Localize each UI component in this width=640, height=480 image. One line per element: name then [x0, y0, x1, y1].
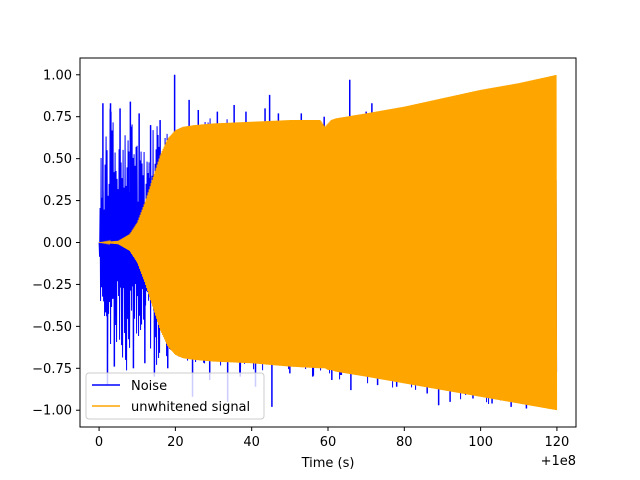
- y-tick-label: −0.25: [32, 278, 72, 293]
- y-tick-label: 0.25: [43, 194, 72, 209]
- y-tick-label: 1.00: [43, 68, 72, 83]
- y-tick-label: 0.75: [43, 110, 72, 125]
- y-tick-label: −1.00: [32, 404, 72, 419]
- series-line-unwhitened-signal: [99, 74, 558, 411]
- y-tick-label: 0.50: [43, 152, 72, 167]
- x-axis-title: Time (s): [301, 456, 355, 471]
- x-tick-label: 60: [320, 435, 337, 450]
- x-tick-label: 40: [243, 435, 260, 450]
- legend-frame: [85, 372, 265, 420]
- legend-label-noise: Noise: [131, 379, 167, 394]
- series-layer: [98, 74, 558, 411]
- x-tick-label: 0: [95, 435, 103, 450]
- x-tick-label: 20: [167, 435, 184, 450]
- x-tick-label: 100: [468, 435, 493, 450]
- series-unwhitened-signal: [99, 74, 558, 411]
- y-tick-label: −0.50: [32, 320, 72, 335]
- x-tick-label: 120: [545, 435, 570, 450]
- legend: Noise unwhitened signal: [85, 372, 265, 420]
- y-tick-label: 0.00: [43, 236, 72, 251]
- y-tick-label: −0.75: [32, 362, 72, 377]
- ticks-layer: 0 20 40 60 80 100 120 1.00 0.75 0.50 0.25 0.00 −0.25…: [32, 68, 569, 450]
- legend-label-unwhitened-signal: unwhitened signal: [131, 400, 250, 415]
- x-axis-offset-label: +1e8: [541, 454, 576, 469]
- x-tick-label: 80: [396, 435, 413, 450]
